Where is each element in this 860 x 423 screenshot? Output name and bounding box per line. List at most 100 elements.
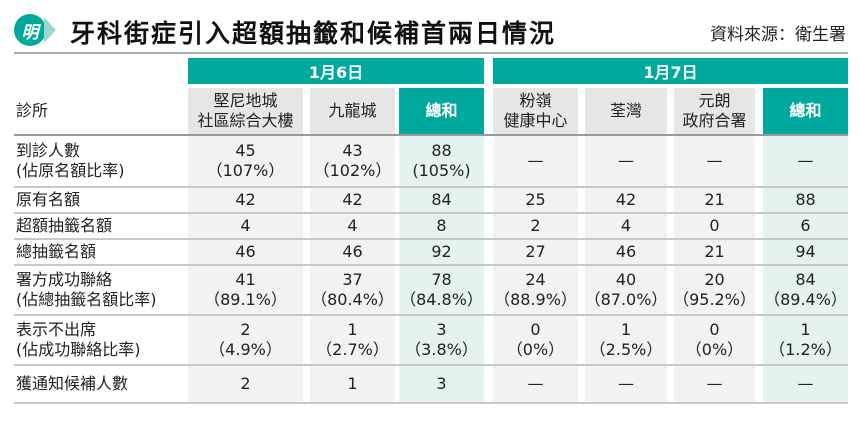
row-label: 原有名額 [14, 188, 185, 212]
cell-text: （0%） [506, 340, 565, 359]
cell-text: （95.2%） [673, 290, 756, 309]
cell-text: （0%） [685, 340, 744, 359]
cell-text: 46 [342, 242, 363, 261]
data-cell: — [674, 366, 755, 402]
row-label: 署方成功聯絡 (佔總抽籤名額比率) [14, 266, 185, 314]
total-cell: — [763, 366, 848, 402]
cell-text: — [618, 374, 634, 393]
row-label: 超額抽籤名額 [14, 214, 185, 238]
total-cell: 84 [399, 188, 484, 212]
column-header: 總和 [763, 88, 848, 134]
cell-text: 3 [436, 320, 447, 339]
cell-text: 診所 [16, 101, 49, 120]
column-header: 元朗 政府合署 [674, 88, 755, 134]
cell-text: 41 [235, 270, 256, 289]
cell-text: （107%） [206, 161, 285, 180]
row-label: 總抽籤名額 [14, 240, 185, 264]
cell-text: 粉嶺 [519, 91, 552, 110]
data-cell: 4 [188, 214, 303, 238]
cell-text: 46 [615, 242, 637, 261]
cell-text: 0 [709, 216, 720, 235]
table-row: 超額抽籤名額 4 4 8 2 4 0 6 [14, 214, 848, 240]
data-cell: 43 （102%） [310, 136, 395, 186]
logo-decoration [44, 17, 56, 43]
data-cell: — [493, 136, 578, 186]
cell-text: — [797, 151, 814, 170]
data-cell: 0 （0%） [493, 316, 578, 364]
cell-text: 堅尼地城 [213, 91, 278, 110]
table-row: 總抽籤名額 46 46 92 27 46 21 94 [14, 240, 848, 266]
data-cell: 0 （0%） [674, 316, 755, 364]
cell-text: 總和 [789, 101, 822, 120]
cell-text: （89.4%） [764, 290, 847, 309]
cell-text: 37 [342, 270, 363, 289]
data-cell: 46 [585, 240, 667, 264]
cell-text: 6 [800, 216, 811, 235]
cell-text: 署方成功聯絡 [16, 270, 113, 289]
cell-text: 超額抽籤名額 [16, 216, 113, 235]
header-row: 診所 堅尼地城 社區綜合大樓 九龍城 總和 粉嶺 健康中心 荃灣 元朗 政府合署 總和 [14, 88, 848, 136]
data-cell: 37 （80.4%） [310, 266, 395, 314]
total-cell: 88 [763, 188, 848, 212]
cell-text: 21 [704, 190, 725, 209]
row-label: 獲通知候補人數 [14, 366, 185, 402]
cell-text: 九龍城 [328, 101, 377, 120]
cell-text: （87.0%） [584, 290, 668, 309]
cell-text: 4 [620, 216, 632, 235]
cell-text: （88.9%） [494, 290, 577, 309]
source-note: 資料來源：衛生署 [710, 25, 846, 45]
total-cell: 6 [763, 214, 848, 238]
header-label: 診所 [14, 88, 185, 134]
cell-text: （102%） [313, 161, 392, 180]
data-cell: 0 [674, 214, 755, 238]
cell-text: — [706, 151, 723, 170]
total-cell: 94 [763, 240, 848, 264]
data-cell: 40 （87.0%） [585, 266, 667, 314]
cell-text: 0 [709, 320, 720, 339]
cell-text: 社區綜合大樓 [197, 111, 294, 130]
data-cell: — [585, 366, 667, 402]
column-header: 堅尼地城 社區綜合大樓 [188, 88, 303, 134]
data-cell: 41 （89.1%） [188, 266, 303, 314]
cell-text: 3 [436, 374, 447, 393]
cell-text: 2 [240, 374, 251, 393]
data-cell: 21 [674, 188, 755, 212]
column-header: 總和 [399, 88, 484, 134]
data-cell: 42 [585, 188, 667, 212]
data-cell: 4 [585, 214, 667, 238]
cell-text: 84 [431, 190, 452, 209]
cell-text: （80.4%） [311, 290, 394, 309]
cell-text: 總和 [425, 101, 458, 120]
data-cell: 20 （95.2%） [673, 266, 756, 314]
cell-text: 獲通知候補人數 [16, 374, 129, 393]
cell-text: 健康中心 [503, 111, 568, 130]
cell-text: 0 [530, 320, 541, 339]
cell-text: (佔原名額比率) [16, 161, 125, 180]
cell-text: 88 [431, 141, 452, 160]
cell-text: 到診人數 [16, 141, 81, 160]
cell-text: （4.9%） [209, 340, 282, 359]
data-cell: 46 [188, 240, 303, 264]
cell-text: 43 [342, 141, 363, 160]
cell-text: （1.2%） [769, 340, 842, 359]
cell-text: — [797, 374, 814, 393]
cell-text: （89.1%） [204, 290, 287, 309]
total-cell: 3 [399, 366, 484, 402]
date-header-jan7: 1月7日 [493, 58, 848, 84]
title-divider [14, 52, 848, 54]
cell-text: （84.8%） [400, 290, 483, 309]
column-header: 荃灣 [585, 88, 667, 134]
cell-text: （2.7%） [316, 340, 389, 359]
data-cell: 1 （2.7%） [310, 316, 395, 364]
cell-text: 荃灣 [609, 101, 642, 120]
total-cell: 8 [399, 214, 484, 238]
cell-text: 總抽籤名額 [16, 242, 97, 261]
cell-text: 78 [431, 270, 452, 289]
cell-text: 45 [235, 141, 256, 160]
cell-text: 92 [431, 242, 452, 261]
data-cell: 24 （88.9%） [493, 266, 578, 314]
data-cell: 4 [310, 214, 395, 238]
cell-text: 2 [240, 320, 251, 339]
data-cell: 45 （107%） [188, 136, 303, 186]
